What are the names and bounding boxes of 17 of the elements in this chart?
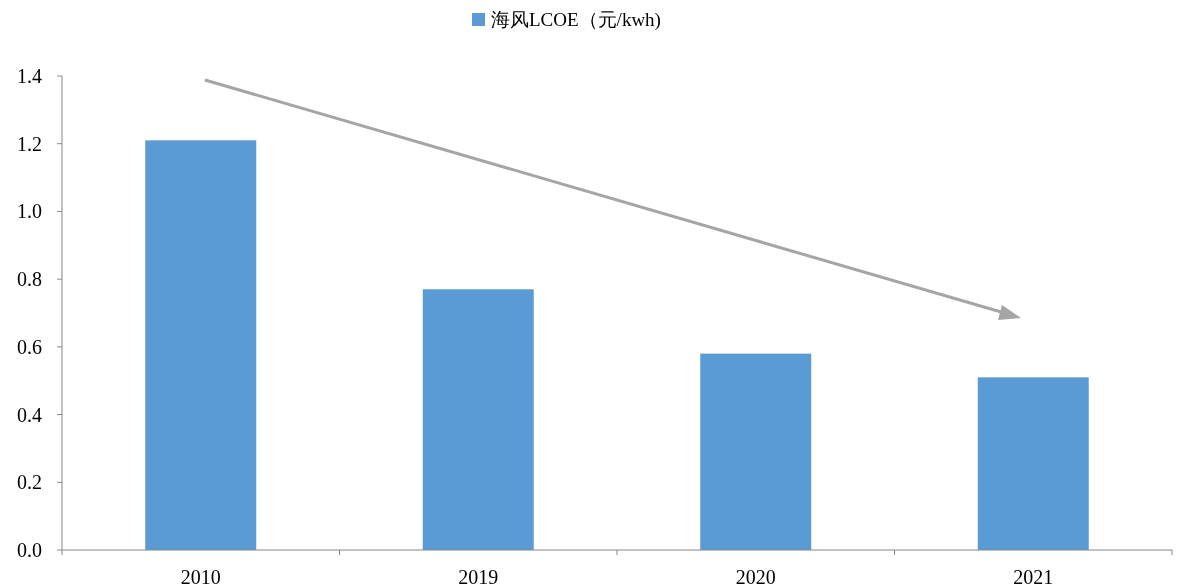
y-tick-label: 1.2 [17,132,42,155]
x-tick-label: 2019 [458,566,499,588]
y-tick-label: 0.2 [17,471,42,494]
bar [977,377,1089,550]
y-tick-label: 0.6 [17,335,42,358]
y-tick-label: 0.8 [17,268,42,291]
y-tick-label: 1.4 [17,65,42,87]
bar [145,140,257,550]
x-tick-label: 2021 [1013,566,1054,588]
bar [422,289,534,550]
bar [700,353,812,550]
y-tick-label: 0.0 [17,539,42,561]
x-tick-label: 2010 [180,566,221,588]
y-tick-label: 0.4 [17,403,42,426]
y-tick-label: 1.0 [17,200,42,223]
x-tick-label: 2020 [735,566,776,588]
legend-label: 海风LCOE（元/kwh) [491,9,661,31]
